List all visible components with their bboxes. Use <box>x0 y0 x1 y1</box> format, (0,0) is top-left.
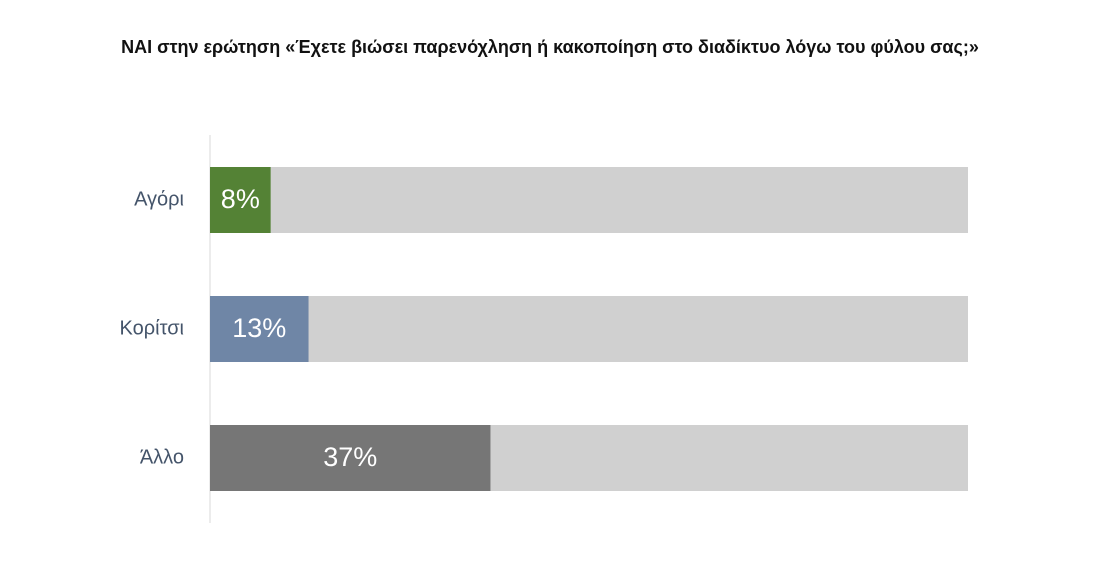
chart-title: ΝΑΙ στην ερώτηση «Έχετε βιώσει παρενόχλη… <box>121 37 979 57</box>
track <box>210 167 968 233</box>
category-label: Αγόρι <box>134 188 184 210</box>
value-label: 37% <box>323 442 377 472</box>
bar <box>210 296 309 362</box>
value-label: 8% <box>221 184 260 214</box>
bar <box>210 167 271 233</box>
track <box>210 296 968 362</box>
value-label: 13% <box>232 313 286 343</box>
bar <box>210 425 491 491</box>
category-label: Κορίτσι <box>120 317 184 339</box>
category-label: Άλλο <box>140 446 184 468</box>
